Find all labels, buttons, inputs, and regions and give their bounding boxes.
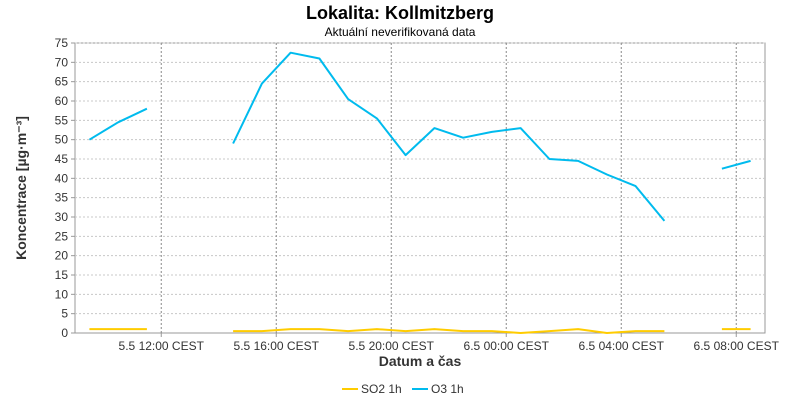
- y-axis-ticks: 0 5 10 15 20 25 30 35 40 45 50 55 60 65 70 75: [55, 36, 75, 340]
- y-tick-label: 15: [55, 268, 69, 282]
- series-lines: [88, 51, 751, 334]
- y-tick-label: 5: [61, 307, 68, 321]
- x-tick-label: 5.5 20:00 CEST: [349, 339, 435, 353]
- y-tick-label: 25: [55, 229, 69, 243]
- legend-label: O3 1h: [431, 382, 464, 396]
- x-tick-label: 6.5 00:00 CEST: [464, 339, 550, 353]
- y-tick-label: 40: [55, 171, 69, 185]
- y-tick-label: 50: [55, 133, 69, 147]
- series-line-2-segment: [721, 159, 751, 170]
- x-tick-label: 5.5 12:00 CEST: [119, 339, 205, 353]
- legend-label: SO2 1h: [361, 382, 402, 396]
- y-tick-label: 35: [55, 191, 69, 205]
- y-tick-label: 70: [55, 55, 69, 69]
- y-tick-label: 65: [55, 75, 69, 89]
- y-tick-label: 45: [55, 152, 69, 166]
- grid: [75, 42, 765, 333]
- y-tick-label: 55: [55, 113, 69, 127]
- plot-area: [74, 42, 766, 334]
- y-tick-label: 10: [55, 287, 69, 301]
- y-tick-label: 60: [55, 94, 69, 108]
- series-line-2-segment: [88, 107, 148, 141]
- series-line-2-segment: [232, 51, 666, 222]
- chart-title: Lokalita: Kollmitzberg: [306, 3, 494, 23]
- y-axis-label: Koncentrace [µg·m⁻³]: [13, 116, 29, 260]
- x-tick-label: 5.5 16:00 CEST: [234, 339, 320, 353]
- series-line-1-segment: [233, 328, 665, 334]
- x-tick-label: 6.5 04:00 CEST: [579, 339, 665, 353]
- legend: SO2 1h O3 1h: [342, 382, 464, 396]
- x-axis-ticks: 5.5 12:00 CEST 5.5 16:00 CEST 5.5 20:00 CE…: [119, 333, 780, 353]
- x-tick-label: 6.5 08:00 CEST: [694, 339, 780, 353]
- y-tick-label: 0: [61, 326, 68, 340]
- x-axis-label: Datum a čas: [379, 353, 462, 369]
- chart-subtitle: Aktuální neverifikovaná data: [325, 25, 476, 39]
- y-tick-label: 30: [55, 210, 69, 224]
- y-tick-label: 75: [55, 36, 69, 50]
- y-tick-label: 20: [55, 249, 69, 263]
